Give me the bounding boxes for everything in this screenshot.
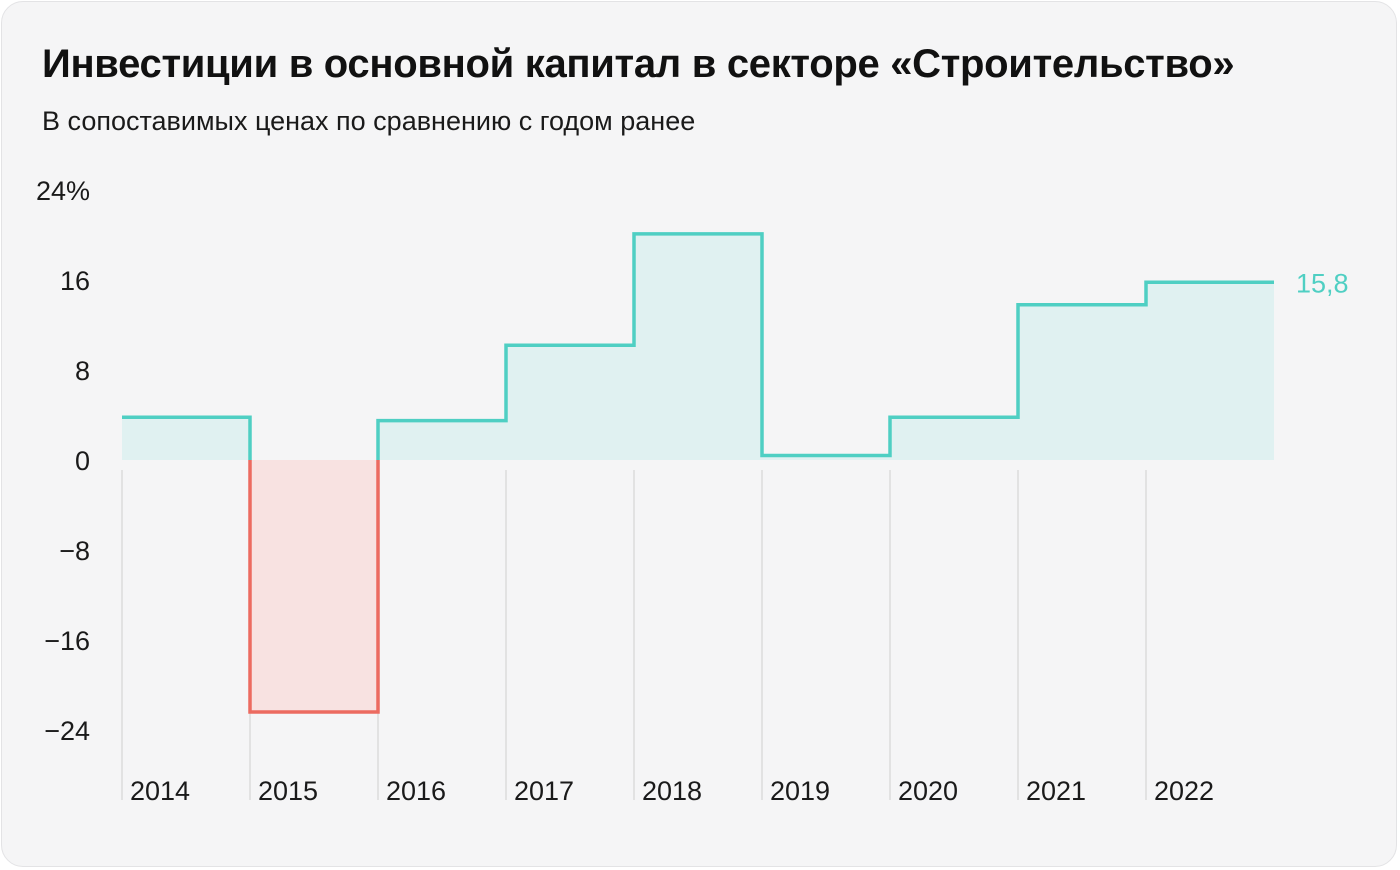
y-tick-label: 0 xyxy=(75,446,90,476)
x-tick-label: 2014 xyxy=(130,776,190,806)
y-tick-label: 24% xyxy=(36,176,90,206)
x-tick-label: 2020 xyxy=(898,776,958,806)
area-fill-2020 xyxy=(890,417,1018,460)
negative-step-line xyxy=(248,460,380,714)
area-fill-2017 xyxy=(506,345,634,460)
x-tick-label: 2018 xyxy=(642,776,702,806)
y-tick-label: −16 xyxy=(44,626,90,656)
value-annotation: 15,8 xyxy=(1296,268,1349,298)
chart-subtitle: В сопоставимых ценах по сравнению с годо… xyxy=(42,106,696,136)
x-tick-label: 2017 xyxy=(514,776,574,806)
x-tick-label: 2019 xyxy=(770,776,830,806)
y-tick-label: 16 xyxy=(60,266,90,296)
positive-step-line xyxy=(122,415,252,460)
area-fill-2016 xyxy=(378,420,506,460)
x-tick-label: 2015 xyxy=(258,776,318,806)
x-tick-label: 2022 xyxy=(1154,776,1214,806)
positive-step-line xyxy=(376,232,1274,460)
area-fill-2015 xyxy=(250,460,378,712)
area-fill-2022 xyxy=(1146,282,1274,460)
area-fill-2018 xyxy=(634,233,762,460)
area-fill-2019 xyxy=(762,455,890,460)
y-tick-label: −8 xyxy=(59,536,90,566)
chart-title: Инвестиции в основной капитал в секторе … xyxy=(42,42,1235,86)
y-tick-label: 8 xyxy=(75,356,90,386)
area-fill-2021 xyxy=(1018,304,1146,460)
area-fill-2014 xyxy=(122,417,250,460)
x-tick-label: 2021 xyxy=(1026,776,1086,806)
y-tick-label: −24 xyxy=(44,716,90,746)
x-tick-label: 2016 xyxy=(386,776,446,806)
